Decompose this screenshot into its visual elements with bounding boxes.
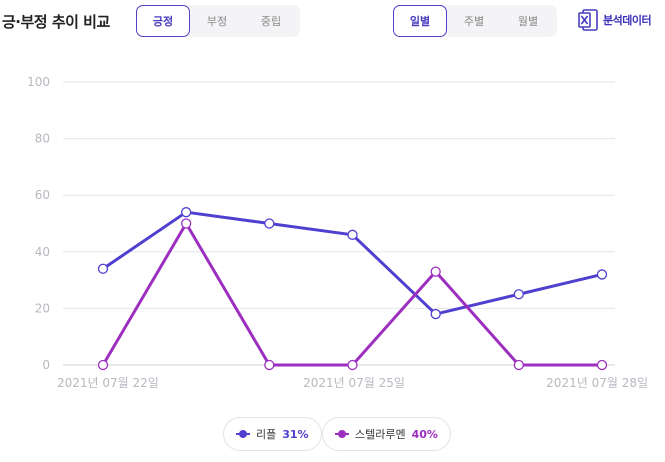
data-point-1-4[interactable] — [430, 266, 441, 277]
chart-gridlines — [63, 81, 615, 366]
export-data-label: 분석데이터 — [603, 14, 652, 27]
data-point-1-6[interactable] — [596, 359, 608, 371]
x-tick-6: 2021년 07월 28일 — [546, 376, 648, 390]
legend-label-ripple: 리플 — [256, 428, 277, 441]
series-points-1 — [97, 218, 608, 371]
export-data-button[interactable]: 분석데이터 — [578, 9, 652, 31]
y-tick-100: 100 — [27, 75, 50, 89]
x-axis-ticks: 2021년 07월 22일 2021년 07월 25일 2021년 07월 28일 — [57, 376, 648, 390]
data-point-0-6[interactable] — [596, 269, 608, 280]
data-point-1-3[interactable] — [347, 359, 358, 371]
y-tick-40: 40 — [35, 245, 50, 259]
series-line-1 — [101, 222, 604, 367]
legend-label-stellar: 스텔라루멘 — [355, 428, 406, 441]
tab-neutral[interactable]: 중립 — [260, 15, 282, 28]
data-point-0-1[interactable] — [181, 207, 192, 218]
y-tick-0: 0 — [42, 358, 50, 372]
excel-icon — [578, 9, 598, 31]
data-point-1-5[interactable] — [513, 359, 524, 371]
tab-daily[interactable]: 일별 — [393, 5, 447, 37]
x-tick-0: 2021년 07월 22일 — [57, 376, 159, 390]
legend-share-stellar: 40% — [411, 427, 438, 441]
data-point-1-2[interactable] — [264, 359, 275, 371]
y-tick-20: 20 — [35, 301, 50, 315]
data-point-0-2[interactable] — [264, 218, 275, 229]
y-tick-60: 60 — [35, 188, 50, 202]
series-points-0 — [97, 207, 608, 320]
data-point-0-4[interactable] — [430, 308, 441, 320]
tab-negative[interactable]: 부정 — [206, 15, 228, 28]
data-point-0-0[interactable] — [97, 263, 109, 274]
legend-item-ripple[interactable]: 리플 31% — [223, 417, 322, 451]
series-1 — [101, 222, 604, 367]
series-0 — [101, 210, 604, 316]
data-point-1-0[interactable] — [97, 359, 109, 371]
chart-series — [97, 207, 608, 371]
y-axis-ticks: 0 20 40 60 80 100 — [27, 75, 50, 372]
x-tick-3: 2021년 07월 25일 — [303, 376, 405, 390]
tab-weekly[interactable]: 주별 — [463, 15, 485, 28]
tab-monthly[interactable]: 월별 — [517, 15, 539, 28]
tab-positive[interactable]: 긍정 — [136, 5, 190, 37]
series-line-0 — [101, 210, 604, 316]
data-point-0-5[interactable] — [513, 289, 524, 300]
legend-share-ripple: 31% — [282, 427, 309, 441]
chart-title: 긍·부정 추이 비교 — [2, 13, 110, 31]
legend-item-stellar[interactable]: 스텔라루멘 40% — [322, 417, 451, 451]
y-tick-80: 80 — [35, 132, 50, 146]
data-point-0-3[interactable] — [347, 229, 358, 240]
sentiment-toggle: 긍정 부정 중립 — [136, 5, 300, 37]
legend-marker-ripple — [236, 429, 250, 439]
data-point-1-1[interactable] — [181, 218, 192, 229]
period-toggle: 일별 주별 월별 — [393, 5, 557, 37]
legend-marker-stellar — [335, 429, 349, 439]
